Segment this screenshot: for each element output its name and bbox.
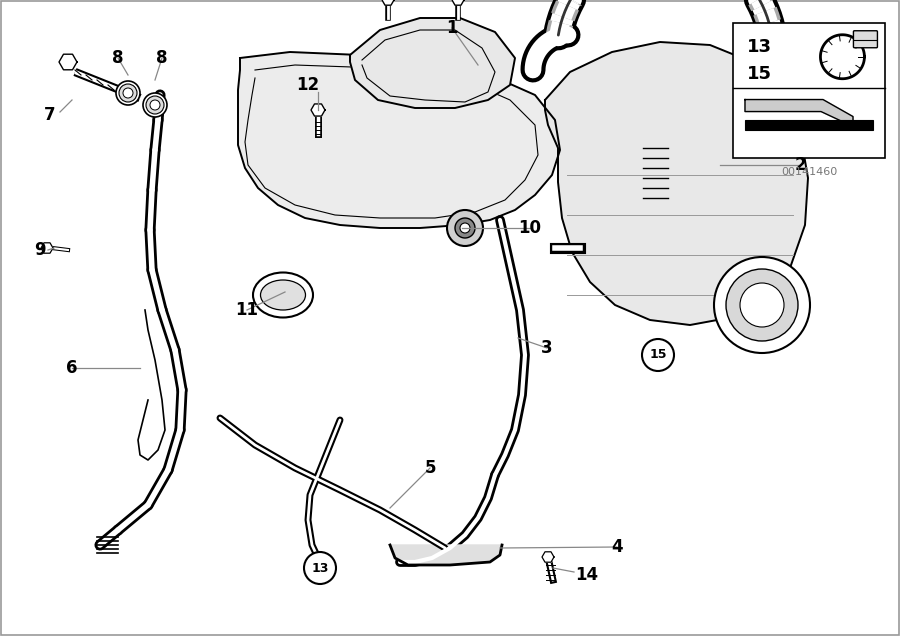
Circle shape xyxy=(726,269,798,341)
Text: 12: 12 xyxy=(296,76,320,94)
Polygon shape xyxy=(452,0,464,5)
Text: 10: 10 xyxy=(518,219,542,237)
Circle shape xyxy=(123,88,133,98)
Polygon shape xyxy=(542,552,554,562)
Text: 00141460: 00141460 xyxy=(781,167,837,177)
FancyBboxPatch shape xyxy=(853,31,878,48)
Text: 15: 15 xyxy=(649,349,667,361)
FancyBboxPatch shape xyxy=(745,120,873,130)
Circle shape xyxy=(304,552,336,584)
Circle shape xyxy=(642,339,674,371)
Polygon shape xyxy=(382,0,394,5)
Text: 1: 1 xyxy=(446,19,458,37)
Circle shape xyxy=(447,210,483,246)
Polygon shape xyxy=(59,54,77,70)
Text: 13: 13 xyxy=(311,562,328,574)
Text: 4: 4 xyxy=(611,538,623,556)
Text: 2: 2 xyxy=(794,156,806,174)
Circle shape xyxy=(119,84,137,102)
Text: 6: 6 xyxy=(67,359,77,377)
Text: 5: 5 xyxy=(424,459,436,477)
Polygon shape xyxy=(390,545,502,565)
Text: 8: 8 xyxy=(112,49,124,67)
Circle shape xyxy=(150,100,160,110)
Circle shape xyxy=(460,223,470,233)
Polygon shape xyxy=(745,100,853,127)
Text: 9: 9 xyxy=(34,241,46,259)
Circle shape xyxy=(740,283,784,327)
Polygon shape xyxy=(545,42,808,325)
Polygon shape xyxy=(350,18,515,108)
Polygon shape xyxy=(238,52,560,228)
Circle shape xyxy=(146,96,164,114)
FancyBboxPatch shape xyxy=(733,23,885,158)
Polygon shape xyxy=(41,243,53,253)
Text: 3: 3 xyxy=(541,339,553,357)
Polygon shape xyxy=(311,104,325,116)
Circle shape xyxy=(455,218,475,238)
Text: 7: 7 xyxy=(44,106,56,124)
Circle shape xyxy=(116,81,140,105)
Ellipse shape xyxy=(260,280,305,310)
Ellipse shape xyxy=(253,272,313,317)
Text: 14: 14 xyxy=(575,566,598,584)
Text: 15: 15 xyxy=(747,66,772,83)
Text: 8: 8 xyxy=(157,49,167,67)
Circle shape xyxy=(714,257,810,353)
Text: 13: 13 xyxy=(747,38,772,57)
Circle shape xyxy=(143,93,167,117)
Text: 11: 11 xyxy=(236,301,258,319)
